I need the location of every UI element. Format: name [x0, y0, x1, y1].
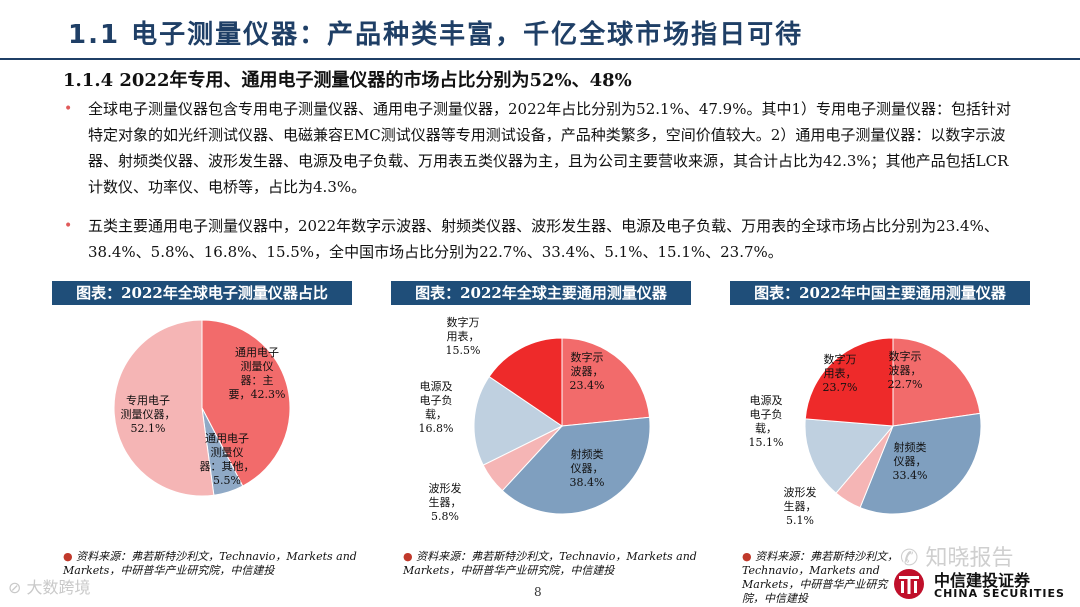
- pie-slice-数字示波器: [561, 337, 651, 427]
- slice-label-电源及电子负载: 电源及电子负载， 15.1%: [749, 393, 784, 449]
- title-bar: 1.1 电子测量仪器：产品种类丰富，千亿全球市场指日可待: [0, 0, 1080, 60]
- chart-3-source-text: 资料来源：弗若斯特沙利文，Technavio，Markets and Marke…: [742, 550, 899, 605]
- watermark-left-text: 大数跨境: [26, 578, 91, 597]
- pie-slice-电源及电子负载: [804, 418, 895, 494]
- pie-slice-数字示波器: [892, 337, 981, 427]
- pie-chart-global-instruments: 通用电子测量仪器：主要，42.3% 通用电子测量仪器：其他， 5.5% 专用电子测量仪…: [113, 319, 291, 497]
- pie-slice-专用电子测量仪器: [113, 319, 215, 497]
- bullet-text-2: 五类主要通用电子测量仪器中，2022年数字示波器、射频类仪器、波形发生器、电源及…: [88, 217, 999, 261]
- slice-label-电源及电子负载: 电源及电子负载， 16.8%: [419, 379, 454, 435]
- chart-1-source: ● 资料来源：弗若斯特沙利文，Technavio，Markets and Mar…: [63, 550, 363, 578]
- slice-label-射频类仪器: 射频类仪器， 38.4%: [570, 447, 605, 489]
- section-subheading: 1.1.4 2022年专用、通用电子测量仪器的市场占比分别为52%、48%: [63, 70, 632, 91]
- logo-english: CHINA SECURITIES: [934, 587, 1065, 600]
- chart-1-title: 图表：2022年全球电子测量仪器占比: [52, 281, 352, 305]
- logo-name: 中信建投证券: [934, 571, 1031, 590]
- slice-label-数字万用表: 数字万用表， 15.5%: [446, 315, 481, 357]
- title-divider: [0, 58, 1080, 60]
- source-dot-icon: ●: [403, 550, 417, 563]
- chart-2-source-text: 资料来源：弗若斯特沙利文，Technavio，Markets and Marke…: [403, 550, 697, 577]
- source-dot-icon: ●: [742, 550, 756, 563]
- bullet-paragraph-1: • 全球电子测量仪器包含专用电子测量仪器、通用电子测量仪器，2022年占比分别为…: [64, 96, 1023, 200]
- company-logo: 中信建投证券 CHINA SECURITIES: [890, 567, 1075, 603]
- bullet-dot-icon: •: [64, 218, 73, 234]
- slice-label-数字示波器: 数字示波器， 23.4%: [570, 350, 605, 392]
- pie-chart-china-general: 数字示波器， 22.7% 射频类仪器， 33.4% 波形发生器， 5.1% 电源及电子负载，…: [749, 337, 982, 527]
- slice-label-波形发生器: 波形发生器， 5.8%: [429, 481, 462, 523]
- slice-label-数字示波器: 数字示波器， 22.7%: [888, 349, 923, 391]
- pie-slice-数字万用表: [804, 337, 894, 427]
- chart-3-source: ● 资料来源：弗若斯特沙利文，Technavio，Markets and Mar…: [742, 550, 902, 606]
- pie-slice-数字万用表: [488, 337, 563, 427]
- chart-2-source: ● 资料来源：弗若斯特沙利文，Technavio，Markets and Mar…: [403, 550, 703, 578]
- watermark-right: ✆ 知晓报告: [900, 546, 1014, 571]
- pie-slice-射频类仪器: [501, 416, 651, 515]
- slice-label-波形发生器: 波形发生器， 5.1%: [784, 485, 817, 527]
- bullet-dot-icon: •: [64, 101, 73, 117]
- pie-chart-global-general: 数字示波器， 23.4% 射频类仪器， 38.4% 波形发生器， 5.8% 电源及电子负载，…: [419, 315, 651, 523]
- page-number: 8: [534, 585, 542, 599]
- chart-1-source-text: 资料来源：弗若斯特沙利文，Technavio，Markets and Marke…: [63, 550, 357, 577]
- pie-slice-通用电子测量仪器：主要: [201, 319, 291, 487]
- slice-label-专用电子测量仪器: 专用电子测量仪器， 52.1%: [121, 393, 176, 435]
- slice-label-数字万用表: 数字万用表， 23.7%: [823, 352, 858, 394]
- bullet-paragraph-2: • 五类主要通用电子测量仪器中，2022年数字示波器、射频类仪器、波形发生器、电…: [64, 213, 1023, 265]
- slice-label-通用电子测量仪器：主要: 通用电子测量仪器：主要，42.3%: [229, 346, 286, 401]
- slice-label-射频类仪器: 射频类仪器， 33.4%: [893, 440, 928, 482]
- chart-2-title: 图表：2022年全球主要通用测量仪器: [391, 281, 691, 305]
- bullet-text-1: 全球电子测量仪器包含专用电子测量仪器、通用电子测量仪器，2022年占比分别为52…: [88, 100, 1012, 196]
- pie-slice-射频类仪器: [859, 412, 982, 515]
- chart-3-title: 图表：2022年中国主要通用测量仪器: [730, 281, 1030, 305]
- slice-label-通用电子测量仪器：其他: 通用电子测量仪器：其他， 5.5%: [200, 432, 255, 487]
- watermark-right-text: 知晓报告: [925, 546, 1014, 571]
- source-dot-icon: ●: [63, 550, 77, 563]
- watermark-left: ⊘ 大数跨境: [8, 578, 91, 597]
- page-title: 1.1 电子测量仪器：产品种类丰富，千亿全球市场指日可待: [68, 20, 804, 50]
- citic-logo-icon: [894, 569, 924, 599]
- pie-slice-电源及电子负载: [473, 375, 563, 466]
